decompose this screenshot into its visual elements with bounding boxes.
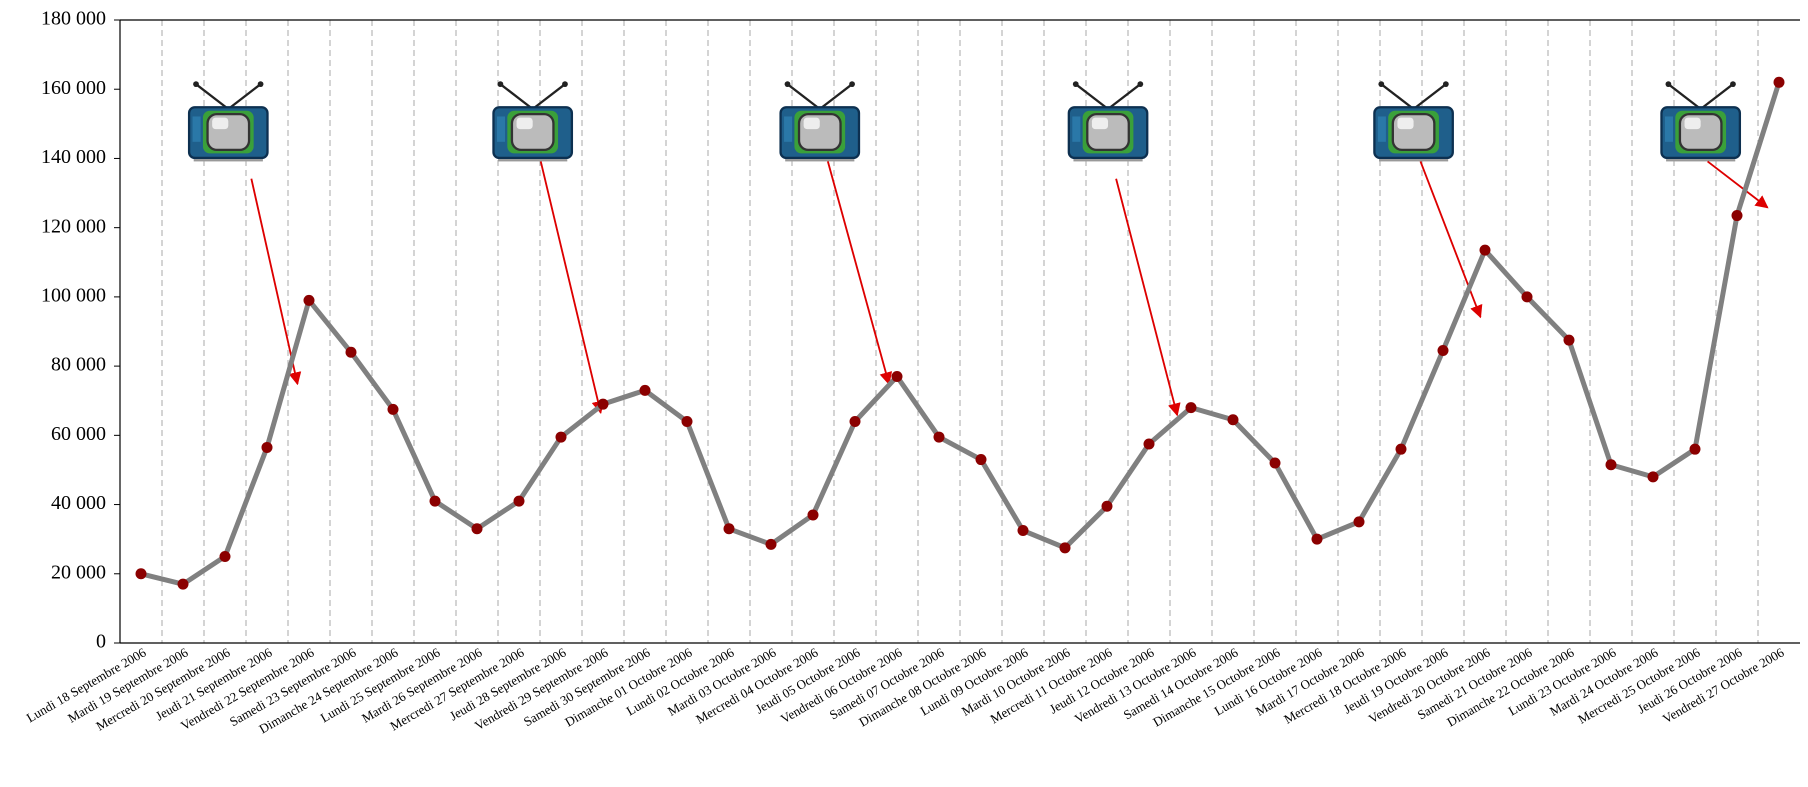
data-point <box>1143 438 1155 450</box>
data-point <box>1269 457 1281 469</box>
y-tick-label: 160 000 <box>41 77 106 99</box>
data-point <box>1311 533 1323 545</box>
data-point <box>1353 516 1365 528</box>
data-point <box>597 398 609 410</box>
data-point <box>723 523 735 535</box>
y-tick-label: 120 000 <box>41 215 106 237</box>
data-point <box>429 495 441 507</box>
annotations <box>187 80 1769 417</box>
data-point <box>1101 500 1113 512</box>
data-point <box>303 294 315 306</box>
data-point <box>177 578 189 590</box>
data-point <box>261 441 273 453</box>
data-point <box>555 431 567 443</box>
data-point <box>1479 244 1491 256</box>
data-point <box>1647 471 1659 483</box>
data-point <box>1689 443 1701 455</box>
data-point <box>765 538 777 550</box>
series-line <box>140 81 1782 587</box>
data-point <box>1059 542 1071 554</box>
y-tick-label: 60 000 <box>51 423 106 445</box>
y-tick-label: 180 000 <box>41 8 106 30</box>
data-point <box>135 568 147 580</box>
data-point <box>1563 334 1575 346</box>
y-tick-label: 140 000 <box>41 146 106 168</box>
data-point <box>1437 345 1449 357</box>
data-point <box>933 431 945 443</box>
data-point <box>1605 459 1617 471</box>
data-point <box>1185 402 1197 414</box>
data-point <box>1773 76 1785 88</box>
data-point <box>345 346 357 358</box>
y-tick-label: 0 <box>96 631 106 653</box>
data-point <box>471 523 483 535</box>
data-point <box>1521 291 1533 303</box>
data-point <box>1017 525 1029 537</box>
data-point <box>219 550 231 562</box>
y-tick-label: 100 000 <box>41 284 106 306</box>
data-point <box>387 403 399 415</box>
data-point <box>1227 414 1239 426</box>
y-tick-label: 20 000 <box>51 561 106 583</box>
data-point <box>1731 210 1743 222</box>
data-point <box>639 384 651 396</box>
data-point <box>681 415 693 427</box>
y-tick-label: 80 000 <box>51 354 106 376</box>
data-point <box>807 509 819 521</box>
y-tick-label: 40 000 <box>51 492 106 514</box>
data-point <box>891 370 903 382</box>
data-point <box>975 454 987 466</box>
data-point <box>513 495 525 507</box>
data-point <box>1395 443 1407 455</box>
data-point <box>849 415 861 427</box>
